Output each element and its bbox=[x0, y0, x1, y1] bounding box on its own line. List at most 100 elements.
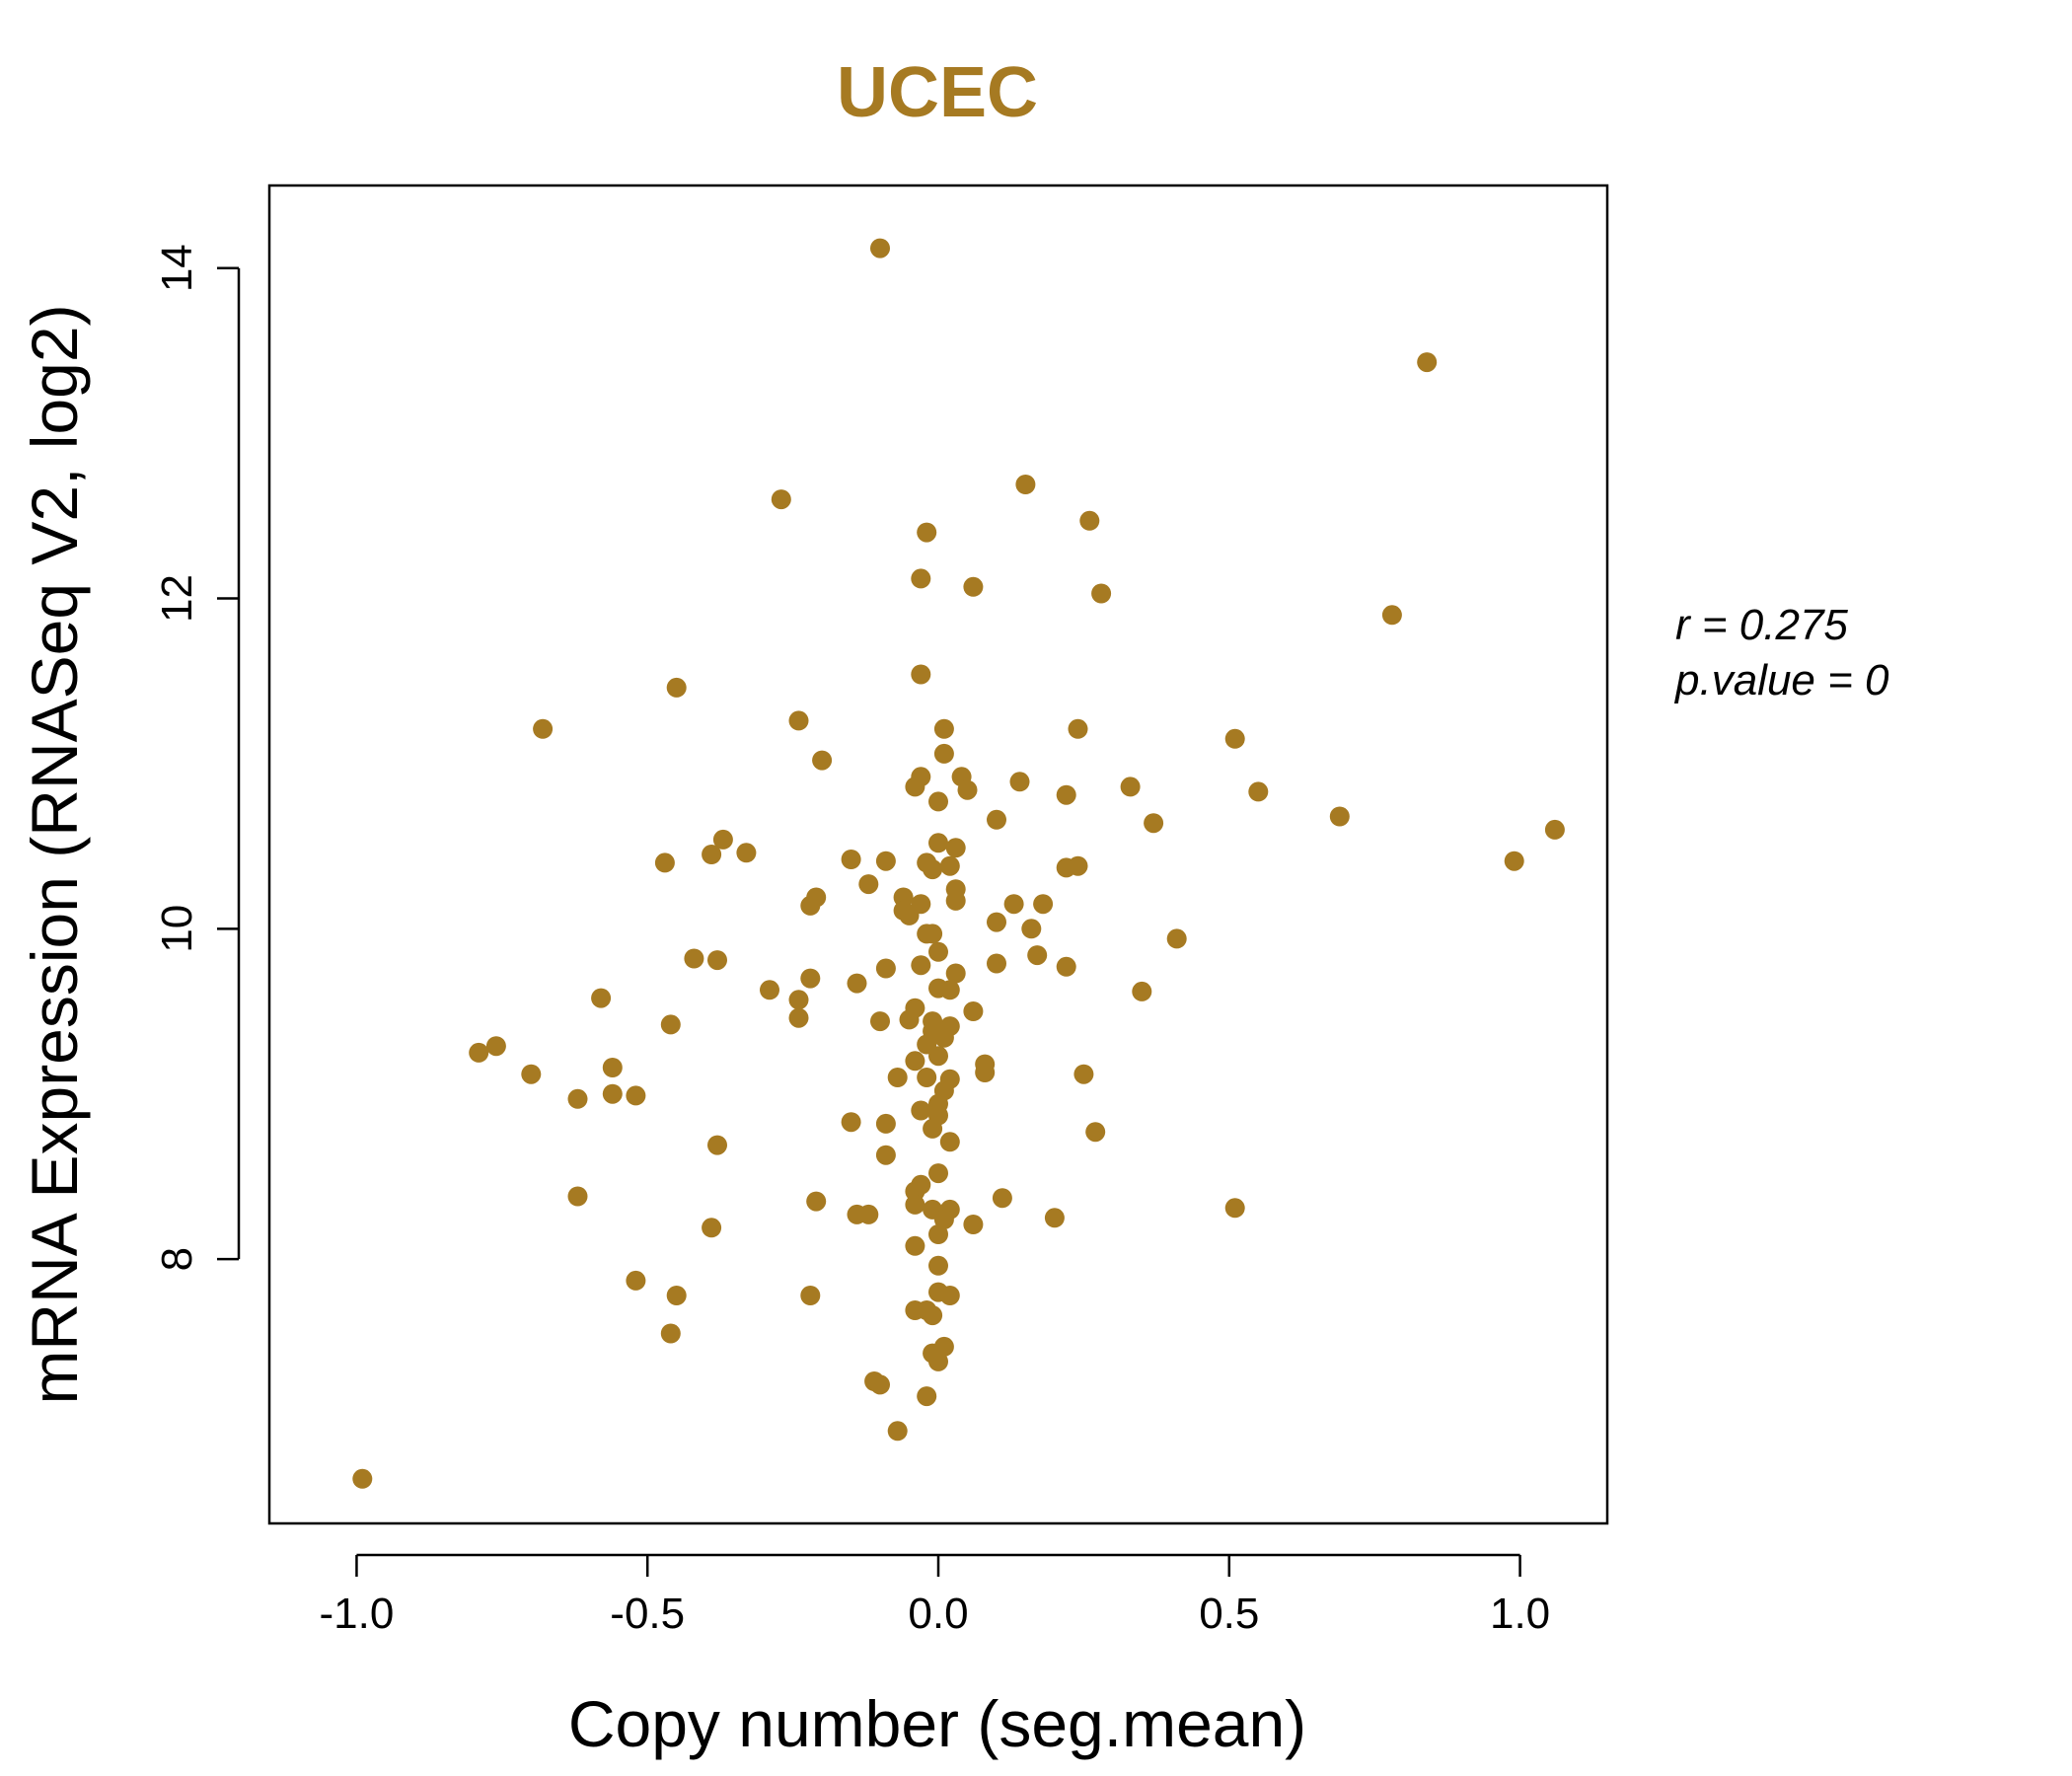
data-point bbox=[963, 1215, 984, 1234]
data-point bbox=[788, 990, 809, 1010]
data-point bbox=[945, 838, 966, 858]
y-axis: 8 10 12 14 bbox=[153, 244, 241, 1271]
data-point bbox=[1132, 981, 1152, 1001]
data-point bbox=[485, 1036, 506, 1057]
data-point bbox=[887, 1068, 908, 1087]
data-point bbox=[1068, 718, 1088, 739]
data-point bbox=[841, 1112, 861, 1133]
data-point bbox=[602, 1083, 623, 1104]
x-axis-title: Copy number (seg.mean) bbox=[568, 1687, 1306, 1760]
data-point bbox=[899, 905, 920, 925]
data-point bbox=[1091, 583, 1112, 604]
data-point bbox=[928, 833, 948, 853]
data-point bbox=[1073, 1064, 1094, 1084]
data-point bbox=[702, 1218, 722, 1238]
data-point bbox=[666, 677, 687, 698]
data-point bbox=[800, 895, 821, 916]
data-point bbox=[1021, 919, 1042, 939]
data-point bbox=[875, 958, 896, 979]
data-point bbox=[905, 777, 925, 797]
data-point bbox=[707, 1135, 727, 1155]
x-tick-label: 0.5 bbox=[1199, 1590, 1259, 1638]
data-point bbox=[800, 968, 821, 989]
data-point bbox=[905, 1194, 925, 1215]
data-point bbox=[736, 843, 757, 863]
data-point bbox=[1027, 945, 1048, 966]
plot-frame bbox=[267, 184, 1609, 1525]
data-point bbox=[963, 1001, 984, 1021]
data-point bbox=[654, 852, 675, 873]
data-point bbox=[1417, 352, 1438, 373]
data-point bbox=[905, 1051, 925, 1072]
data-point bbox=[1009, 772, 1030, 792]
data-point bbox=[660, 1323, 681, 1344]
data-point bbox=[602, 1058, 623, 1077]
data-point bbox=[905, 1235, 925, 1256]
data-point bbox=[887, 1421, 908, 1442]
data-point bbox=[660, 1014, 681, 1035]
data-point bbox=[928, 1255, 948, 1276]
data-point bbox=[923, 1305, 943, 1326]
data-point bbox=[987, 809, 1006, 830]
chart-title: UCEC bbox=[837, 53, 1038, 132]
data-point bbox=[567, 1186, 588, 1207]
data-point bbox=[521, 1064, 542, 1084]
data-point bbox=[1166, 928, 1187, 949]
data-point bbox=[760, 980, 779, 1000]
data-point bbox=[917, 1068, 937, 1087]
data-point bbox=[870, 238, 890, 259]
data-point bbox=[1329, 806, 1350, 827]
data-point bbox=[928, 941, 948, 962]
data-point bbox=[626, 1270, 646, 1291]
data-point bbox=[875, 1113, 896, 1134]
data-point bbox=[847, 1204, 867, 1224]
data-point bbox=[933, 743, 954, 764]
data-point bbox=[1079, 510, 1100, 531]
data-point bbox=[707, 950, 727, 971]
x-tick-label: -1.0 bbox=[320, 1590, 395, 1638]
data-point bbox=[875, 851, 896, 871]
y-tick-label: 10 bbox=[153, 905, 201, 953]
data-point bbox=[1381, 605, 1402, 626]
data-point bbox=[1248, 781, 1269, 802]
data-point bbox=[939, 1132, 960, 1152]
data-point bbox=[923, 859, 943, 880]
data-point bbox=[1056, 956, 1076, 977]
data-point bbox=[928, 1163, 948, 1184]
data-point bbox=[899, 1009, 920, 1030]
data-point bbox=[963, 576, 984, 597]
data-point bbox=[666, 1286, 687, 1305]
data-point bbox=[788, 710, 809, 731]
data-point bbox=[939, 855, 960, 876]
data-point bbox=[1044, 1208, 1065, 1228]
data-point bbox=[870, 1374, 890, 1395]
data-point bbox=[1033, 894, 1054, 915]
data-point bbox=[933, 1027, 954, 1048]
data-point bbox=[469, 1042, 489, 1063]
data-point bbox=[975, 1063, 996, 1082]
data-point bbox=[533, 718, 554, 739]
data-point bbox=[928, 1351, 948, 1371]
data-point bbox=[957, 779, 978, 800]
data-point bbox=[1120, 777, 1141, 797]
y-tick-label: 14 bbox=[153, 244, 201, 292]
data-point bbox=[1144, 813, 1164, 834]
data-point bbox=[992, 1188, 1012, 1209]
data-point bbox=[841, 850, 861, 869]
data-point bbox=[626, 1085, 646, 1106]
x-tick-label: 1.0 bbox=[1490, 1590, 1550, 1638]
x-tick-label: -0.5 bbox=[610, 1590, 685, 1638]
data-point bbox=[812, 750, 833, 771]
data-point bbox=[917, 1386, 937, 1407]
data-point bbox=[917, 522, 937, 543]
data-point bbox=[847, 973, 867, 994]
y-axis-title: mRNA Expression (RNASeq V2, log2) bbox=[18, 304, 91, 1404]
data-point bbox=[945, 963, 966, 984]
data-point bbox=[987, 912, 1006, 932]
p-value-annotation: p.value = 0 bbox=[1673, 656, 1889, 704]
data-point bbox=[591, 988, 612, 1008]
data-point bbox=[870, 1011, 890, 1032]
data-point bbox=[712, 829, 733, 850]
data-point bbox=[939, 1286, 960, 1305]
r-annotation: r = 0.275 bbox=[1675, 601, 1848, 649]
